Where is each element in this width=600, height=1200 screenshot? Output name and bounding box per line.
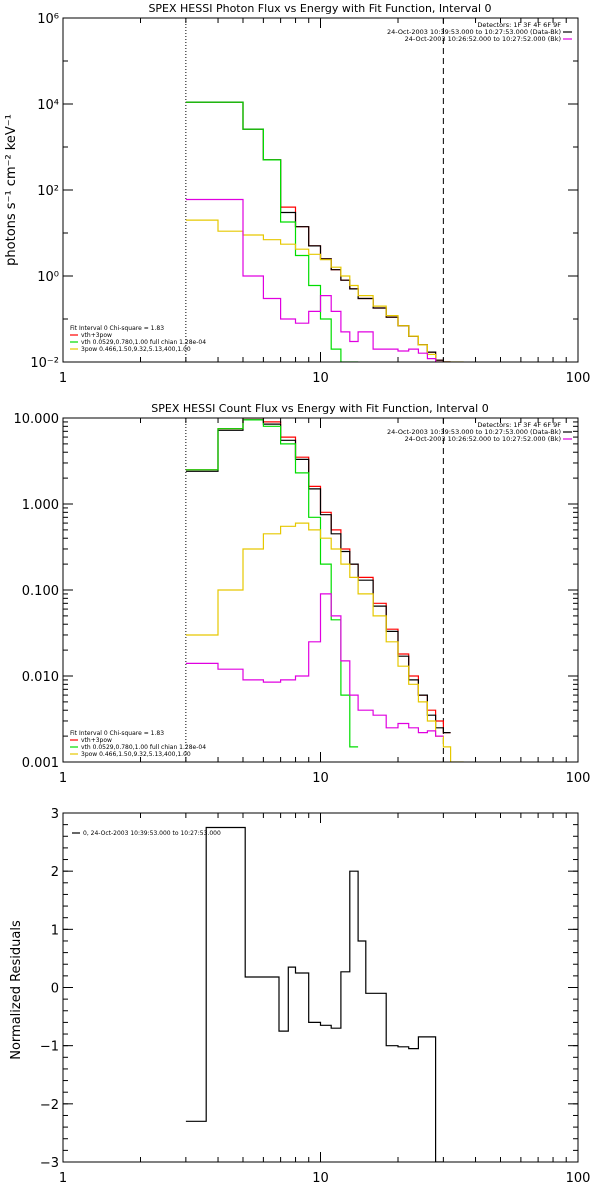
photon-flux-y-axis-label: photons s⁻¹ cm⁻² keV⁻¹ [4, 114, 19, 266]
photon-flux-panel: SPEX HESSI Photon Flux vs Energy with Fi… [4, 2, 590, 386]
y-tick-label: 0 [51, 982, 59, 997]
legend-entry: vth+3pow [81, 737, 112, 744]
legend-entry: vth 0.0529,0.780,1.00 full chian 1.28e-0… [81, 744, 206, 751]
info-text: 24-Oct-2003 10:26:52.000 to 10:27:52.000… [405, 435, 561, 443]
y-tick-label: 0.001 [22, 756, 59, 771]
legend-entry: 3pow 0.466,1.50,9.32,5.13,400,1.00 [81, 346, 191, 353]
y-tick-label: 10⁴ [37, 98, 59, 113]
x-tick-label: 1 [59, 771, 67, 786]
count-flux-title: SPEX HESSI Count Flux vs Energy with Fit… [151, 402, 488, 415]
x-tick-label: 100 [566, 371, 591, 386]
x-tick-label: 10 [312, 371, 329, 386]
x-tick-label: 1 [59, 1171, 67, 1186]
y-tick-label: 3 [51, 807, 59, 822]
y-tick-label: 10⁶ [37, 12, 59, 27]
series-line-4 [185, 198, 444, 362]
x-tick-label: 1 [59, 371, 67, 386]
x-tick-label: 100 [566, 771, 591, 786]
info-text: 24-Oct-2003 10:39:53.000 to 10:27:53.000… [387, 428, 561, 436]
y-tick-label: −1 [40, 1040, 59, 1055]
series-line-0 [185, 826, 444, 1162]
legend-entry: 0, 24-Oct-2003 10:39:53.000 to 10:27:53.… [83, 830, 221, 837]
info-text: Detectors: 1F 3F 4F 6F 9F [477, 421, 561, 429]
series-line-1 [185, 419, 451, 734]
y-tick-label: 10⁻² [30, 356, 59, 371]
y-tick-label: 10.000 [14, 412, 60, 427]
info-text: Detectors: 1F 3F 4F 6F 9F [477, 21, 561, 29]
y-tick-label: 1.000 [22, 498, 59, 513]
y-tick-label: −2 [40, 1098, 59, 1113]
y-tick-label: 10⁰ [37, 270, 59, 285]
series-line-4 [185, 593, 444, 737]
y-tick-label: 0.010 [22, 670, 59, 685]
legend-entry: 3pow 0.466,1.50,9.32,5.13,400,1.00 [81, 751, 191, 758]
y-tick-label: 10² [37, 184, 59, 199]
series-group [185, 418, 464, 762]
residuals-panel: Normalized Residuals 1 10 100 −3 −2 −1 0 1 2 3 0, … [9, 807, 590, 1186]
series-line-3 [185, 219, 464, 362]
y-tick-label: −3 [40, 1156, 59, 1171]
count-flux-panel: SPEX HESSI Count Flux vs Energy with Fit… [14, 402, 591, 786]
legend-title: Fit Interval 0 Chi-square = 1.83 [70, 325, 164, 332]
y-tick-label: 0.100 [22, 584, 59, 599]
x-tick-label: 10 [312, 771, 329, 786]
legend-title: Fit Interval 0 Chi-square = 1.83 [70, 730, 164, 737]
x-tick-label: 10 [312, 1171, 329, 1186]
x-tick-label: 100 [566, 1171, 591, 1186]
series-group [185, 101, 464, 362]
photon-flux-title: SPEX HESSI Photon Flux vs Energy with Fi… [148, 2, 491, 15]
legend-entry: vth 0.0529,0.780,1.00 full chian 1.28e-0… [81, 339, 206, 346]
residuals-y-axis-label: Normalized Residuals [9, 920, 24, 1060]
info-text: 24-Oct-2003 10:39:53.000 to 10:27:53.000… [387, 28, 561, 36]
info-text: 24-Oct-2003 10:26:52.000 to 10:27:52.000… [405, 35, 561, 43]
y-tick-label: 1 [51, 923, 59, 938]
legend-entry: vth+3pow [81, 332, 112, 339]
series-line-3 [185, 522, 464, 762]
y-tick-label: 2 [51, 865, 59, 880]
series-group [185, 826, 444, 1162]
series-line-2 [185, 101, 359, 362]
